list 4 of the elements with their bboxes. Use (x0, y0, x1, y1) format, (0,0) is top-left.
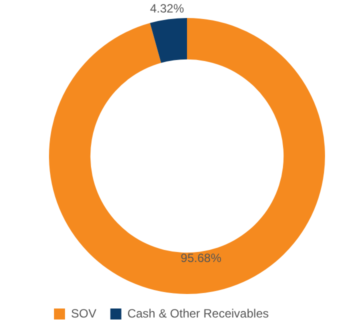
legend-label: Cash & Other Receivables (127, 306, 269, 320)
data-label: 4.32% (150, 2, 184, 16)
data-label: 95.68% (180, 250, 222, 265)
legend-label: SOV (71, 306, 96, 320)
